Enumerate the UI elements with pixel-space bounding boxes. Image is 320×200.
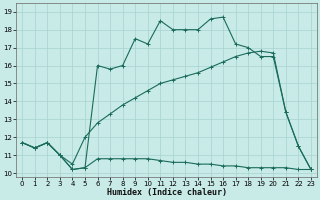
X-axis label: Humidex (Indice chaleur): Humidex (Indice chaleur) bbox=[107, 188, 227, 197]
